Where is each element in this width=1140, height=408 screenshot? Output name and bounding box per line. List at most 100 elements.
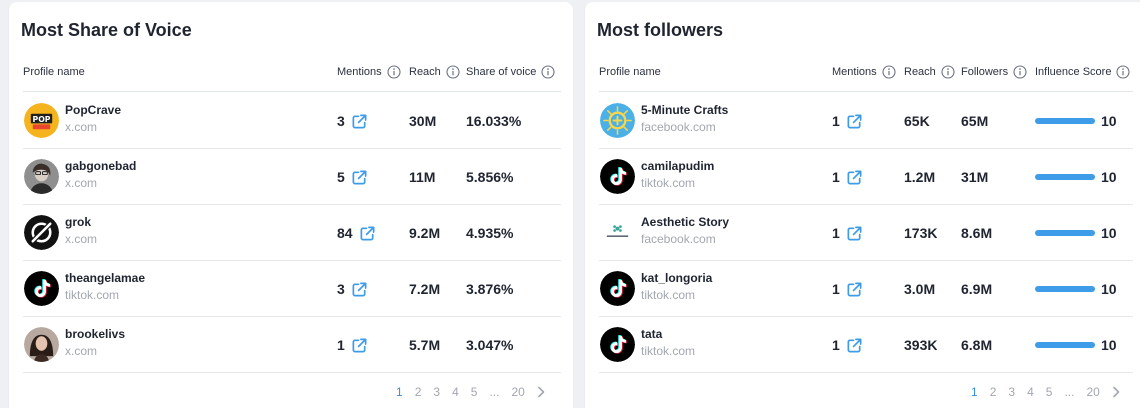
mentions-cell: 3 <box>337 261 368 317</box>
influence-score-cell: 10 <box>1035 317 1117 373</box>
profile-name[interactable]: brookelivs <box>65 327 126 341</box>
page-link-2[interactable]: 2 <box>989 385 997 399</box>
page-link-20[interactable]: 20 <box>1086 385 1100 399</box>
mentions-value: 1 <box>832 113 840 129</box>
page-link-1[interactable]: 1 <box>396 385 403 399</box>
column-label: Profile name <box>599 66 661 78</box>
column-header-profile: Profile name <box>23 54 85 90</box>
external-link-icon[interactable] <box>846 225 863 242</box>
reach-value: 5.7M <box>409 337 441 353</box>
external-link-icon[interactable] <box>351 169 368 186</box>
external-link-icon[interactable] <box>846 113 863 130</box>
profile-source: facebook.com <box>641 120 716 134</box>
page-link-5[interactable]: 5 <box>1045 385 1053 399</box>
grok-logo-icon <box>24 215 59 250</box>
profile-name[interactable]: grok <box>65 215 92 229</box>
reach-value: 65K <box>904 113 930 129</box>
share-of-voice-value: 3.876% <box>466 281 514 297</box>
column-label: Followers <box>961 66 1009 78</box>
info-icon[interactable] <box>1013 65 1027 79</box>
column-header-share-of-voice: Share of voice <box>466 54 555 90</box>
chevron-right-icon[interactable] <box>537 386 545 398</box>
influence-score-value: 10 <box>1101 169 1117 185</box>
profile-name[interactable]: 5-Minute Crafts <box>641 103 729 117</box>
table-row: camilapudim tiktok.com 1 1.2M 31M 10 <box>599 149 1133 205</box>
followers-value: 6.9M <box>961 281 993 297</box>
column-header-influence-score: Influence Score <box>1035 54 1130 90</box>
external-link-icon[interactable] <box>351 281 368 298</box>
followers-value: 31M <box>961 169 989 185</box>
mentions-cell: 84 <box>337 205 376 261</box>
influence-score-value: 10 <box>1101 281 1117 297</box>
page-link-4[interactable]: 4 <box>452 385 459 399</box>
popcrave-logo-icon: POP <box>24 103 59 138</box>
share-of-voice-value: 16.033% <box>466 113 522 129</box>
influence-score-bar <box>1035 230 1095 236</box>
external-link-icon[interactable] <box>846 337 863 354</box>
brookelivs-avatar <box>24 327 59 362</box>
followers-value: 8.6M <box>961 225 993 241</box>
page-link-1[interactable]: 1 <box>971 385 978 399</box>
column-label: Reach <box>409 66 441 78</box>
influence-score-value: 10 <box>1101 225 1117 241</box>
pagination: 1 2 3 4 5 ... 20 <box>396 384 545 400</box>
5-minute-crafts-logo-icon <box>600 103 635 138</box>
mentions-value: 3 <box>337 113 345 129</box>
profile-name[interactable]: tata <box>641 327 663 341</box>
influence-score-bar <box>1035 286 1095 292</box>
profile-name[interactable]: gabgonebad <box>65 159 137 173</box>
column-header-reach: Reach <box>409 54 460 90</box>
influence-score-cell: 10 <box>1035 93 1117 149</box>
table-row: tata tiktok.com 1 393K 6.8M 10 <box>599 317 1133 373</box>
page-ellipsis: ... <box>1064 385 1075 399</box>
info-icon[interactable] <box>882 65 896 79</box>
reach-value: 393K <box>904 337 938 353</box>
person-photo-icon <box>24 327 59 362</box>
page-link-3[interactable]: 3 <box>433 385 441 399</box>
table-row: 5-Minute Crafts facebook.com 1 65K 65M 1… <box>599 93 1133 149</box>
svg-text:POP: POP <box>33 115 51 124</box>
mentions-value: 1 <box>832 169 840 185</box>
tiktok-logo-icon <box>600 159 635 194</box>
mentions-value: 1 <box>832 281 840 297</box>
info-icon[interactable] <box>541 65 555 79</box>
external-link-icon[interactable] <box>359 225 376 242</box>
column-label: Influence Score <box>1035 66 1112 78</box>
reach-value: 173K <box>904 225 938 241</box>
external-link-icon[interactable] <box>351 337 368 354</box>
table-row: grok x.com 84 9.2M 4.935% <box>23 205 561 261</box>
profile-name[interactable]: camilapudim <box>641 159 715 173</box>
info-icon[interactable] <box>387 65 401 79</box>
mentions-cell: 1 <box>832 205 863 261</box>
page-link-2[interactable]: 2 <box>414 385 422 399</box>
external-link-icon[interactable] <box>846 169 863 186</box>
page-link-3[interactable]: 3 <box>1008 385 1016 399</box>
table-header: Profile name Mentions Reach Followers In… <box>599 54 1133 92</box>
page-link-4[interactable]: 4 <box>1027 385 1034 399</box>
external-link-icon[interactable] <box>846 281 863 298</box>
page-link-20[interactable]: 20 <box>511 385 525 399</box>
info-icon[interactable] <box>1116 65 1130 79</box>
profile-name[interactable]: Aesthetic Story <box>641 215 730 229</box>
chevron-right-icon[interactable] <box>1112 386 1120 398</box>
profile-name[interactable]: PopCrave <box>65 103 122 117</box>
person-photo-icon <box>24 159 59 194</box>
info-icon[interactable] <box>446 65 460 79</box>
info-icon[interactable] <box>941 65 955 79</box>
table-row: brookelivs x.com 1 5.7M 3.047% <box>23 317 561 373</box>
profile-name[interactable]: theangelamae <box>65 271 146 285</box>
influence-score-value: 10 <box>1101 337 1117 353</box>
page-ellipsis: ... <box>489 385 500 399</box>
influence-score-bar <box>1035 342 1095 348</box>
mentions-value: 84 <box>337 225 353 241</box>
profile-source: x.com <box>65 344 98 358</box>
column-header-reach: Reach <box>904 54 955 90</box>
profile-source: x.com <box>65 232 98 246</box>
mentions-cell: 1 <box>337 317 368 373</box>
profile-source: facebook.com <box>641 232 716 246</box>
external-link-icon[interactable] <box>351 113 368 130</box>
profile-name[interactable]: kat_longoria <box>641 271 713 285</box>
tata-avatar <box>600 327 635 362</box>
page-link-5[interactable]: 5 <box>470 385 478 399</box>
mentions-cell: 1 <box>832 93 863 149</box>
